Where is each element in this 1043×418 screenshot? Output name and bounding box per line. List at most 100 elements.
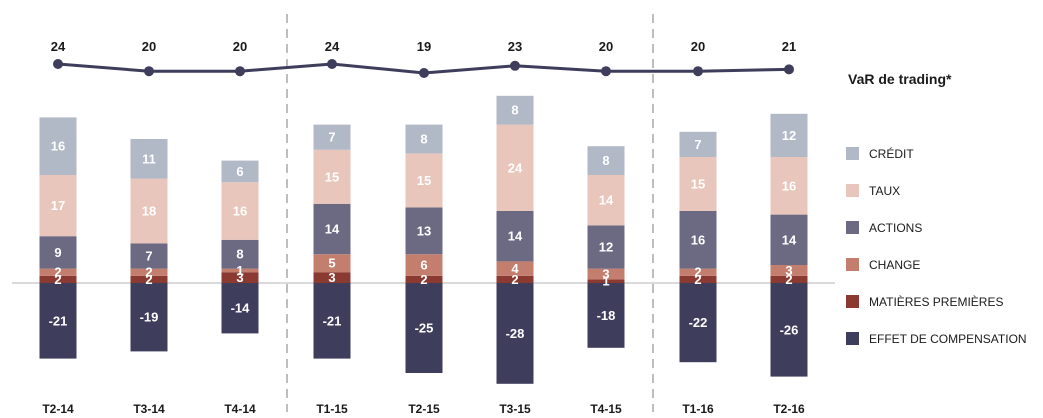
var-point xyxy=(419,68,429,78)
data-label-credit: 12 xyxy=(782,128,796,143)
x-tick-label: T2-16 xyxy=(773,402,805,416)
bar-effet-de-compensation xyxy=(39,283,77,359)
data-label-credit: 8 xyxy=(511,103,518,118)
bar-group xyxy=(39,95,808,384)
bar-matieres-premieres xyxy=(221,272,259,283)
data-label-actions: 14 xyxy=(782,232,797,247)
bar-effet-de-compensation xyxy=(679,283,717,363)
var-point xyxy=(601,66,611,77)
bar-change xyxy=(39,268,77,276)
data-label-credit: 11 xyxy=(142,151,156,166)
bar-taux xyxy=(130,178,168,244)
data-label-taux: 16 xyxy=(782,178,796,193)
bar-credit xyxy=(405,124,443,154)
x-tick-label: T2-14 xyxy=(42,402,74,416)
category-label-group: T2-14 T3-14 T4-14 T1-15 T2-15 T3-15 T4-15 T1-16… xyxy=(42,402,805,416)
legend-swatch-actions xyxy=(846,221,859,234)
x-tick-label: T2-15 xyxy=(408,402,440,416)
data-label-credit: 8 xyxy=(420,132,427,147)
data-label-matieres-premieres: 1 xyxy=(602,274,609,289)
legend-swatch-taux xyxy=(846,184,859,197)
bar-matieres-premieres xyxy=(405,275,443,283)
bar-change xyxy=(679,268,717,276)
bar-actions xyxy=(679,211,717,269)
var-data-label: 24 xyxy=(51,39,66,54)
legend-swatch-change xyxy=(846,258,859,271)
data-label-change: 5 xyxy=(328,256,335,271)
bar-change xyxy=(496,261,534,276)
data-label-matieres-premieres: 2 xyxy=(420,272,427,287)
legend-label-effet-de-compensation: EFFET DE COMPENSATION xyxy=(869,332,1027,346)
data-label-actions: 14 xyxy=(325,222,340,237)
var-data-label: 20 xyxy=(142,39,156,54)
bar-actions xyxy=(313,203,351,255)
data-label-credit: 7 xyxy=(328,130,335,145)
bar-credit xyxy=(221,160,259,183)
data-label-effet-de-compensation: -21 xyxy=(49,313,68,328)
data-label-matieres-premieres: 2 xyxy=(511,272,518,287)
legend: CRÉDIT TAUX ACTIONS CHANGE MATIÈRES PREMIÈRE… xyxy=(846,146,1027,346)
bar-credit xyxy=(130,139,168,179)
bar-effet-de-compensation xyxy=(587,283,625,348)
data-label-actions: 9 xyxy=(54,245,61,260)
data-label-taux: 24 xyxy=(508,160,523,175)
legend-label-taux: TAUX xyxy=(869,184,900,198)
data-label-actions: 14 xyxy=(508,229,523,244)
data-label-taux: 15 xyxy=(691,177,705,192)
var-point xyxy=(144,66,154,77)
data-label-credit: 16 xyxy=(51,139,65,154)
data-label-effet-de-compensation: -19 xyxy=(140,310,159,325)
data-label-matieres-premieres: 2 xyxy=(694,272,701,287)
bar-matieres-premieres xyxy=(313,272,351,283)
bar-effet-de-compensation xyxy=(405,283,443,373)
data-label-actions: 13 xyxy=(417,223,431,238)
data-label-effet-de-compensation: -25 xyxy=(415,321,434,336)
bar-credit xyxy=(39,117,77,175)
var-data-label: 19 xyxy=(417,39,431,54)
x-tick-label: T3-15 xyxy=(499,402,531,416)
data-label-change: 2 xyxy=(145,265,152,280)
data-label-matieres-premieres: 2 xyxy=(785,272,792,287)
data-label-effet-de-compensation: -28 xyxy=(506,326,525,341)
x-tick-label: T3-14 xyxy=(133,402,165,416)
data-label-actions: 8 xyxy=(236,247,243,262)
data-label-taux: 18 xyxy=(142,204,156,219)
legend-label-matieres-premieres: MATIÈRES PREMIÈRES xyxy=(869,294,1003,309)
bar-actions xyxy=(496,211,534,262)
bar-change xyxy=(405,254,443,276)
data-label-change: 3 xyxy=(785,263,792,278)
bar-credit xyxy=(770,113,808,157)
bar-taux xyxy=(221,182,259,240)
bar-matieres-premieres xyxy=(496,275,534,283)
bar-actions xyxy=(39,236,77,269)
data-label-actions: 7 xyxy=(145,249,152,264)
legend-swatch-effet-de-compensation xyxy=(846,332,859,345)
data-label-matieres-premieres: 2 xyxy=(54,272,61,287)
bar-matieres-premieres xyxy=(587,279,625,283)
bar-change xyxy=(130,268,168,276)
bar-change xyxy=(587,268,625,280)
var-point xyxy=(235,66,245,77)
var-line-legend-label: VaR de trading* xyxy=(848,71,952,87)
data-label-taux: 16 xyxy=(233,204,247,219)
bar-taux xyxy=(496,124,534,211)
var-point xyxy=(693,66,703,77)
bar-actions xyxy=(221,239,259,269)
bar-taux xyxy=(313,149,351,204)
bar-effet-de-compensation xyxy=(221,283,259,334)
data-label-matieres-premieres: 2 xyxy=(145,272,152,287)
legend-label-credit: CRÉDIT xyxy=(869,146,914,161)
bar-actions xyxy=(587,225,625,269)
data-label-taux: 15 xyxy=(325,169,339,184)
var-data-label: 20 xyxy=(691,39,705,54)
data-label-effet-de-compensation: -21 xyxy=(323,313,342,328)
data-label-change: 3 xyxy=(602,267,609,282)
bar-matieres-premieres xyxy=(130,275,168,283)
var-line-group: 24 20 20 24 19 23 20 20 21 xyxy=(51,39,796,78)
bar-effet-de-compensation xyxy=(770,283,808,377)
bar-effet-de-compensation xyxy=(496,283,534,384)
x-tick-label: T4-15 xyxy=(590,402,622,416)
data-label-credit: 6 xyxy=(236,164,243,179)
bar-effet-de-compensation xyxy=(313,283,351,359)
bar-credit xyxy=(679,131,717,157)
